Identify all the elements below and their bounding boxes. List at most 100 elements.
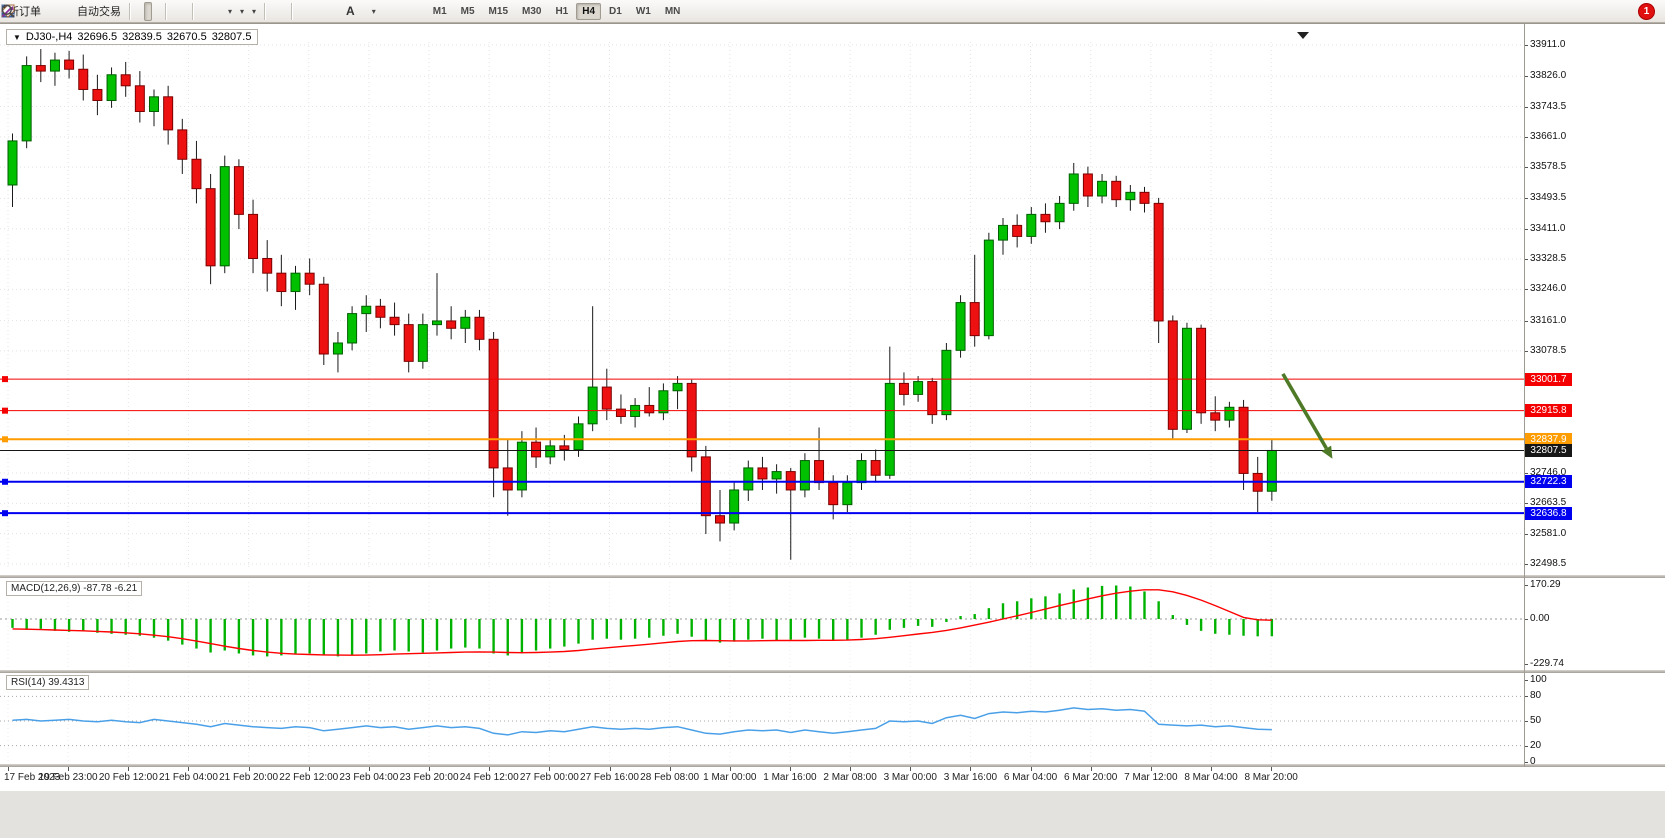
low-value: 32670.5: [166, 31, 207, 43]
vertical-line-tool-button[interactable]: [7, 2, 305, 21]
time-axis-tick: [8, 767, 9, 771]
time-axis-label: 2 Mar 08:00: [823, 772, 877, 783]
rsi-axis-label: 0: [1530, 756, 1536, 767]
rsi-axis-tick: [1524, 721, 1528, 722]
timeframe-button-m30[interactable]: M30: [522, 5, 542, 17]
price-level-badge: 33001.7: [1525, 372, 1572, 386]
price-axis-tick-label: 32746.0: [1530, 467, 1567, 479]
toolbar-right-group: 1: [1, 2, 1661, 21]
zoom-in-button[interactable]: [1, 2, 179, 21]
zoom-out-button[interactable]: [1, 2, 188, 21]
line-handle[interactable]: [2, 478, 8, 485]
text-tool-button[interactable]: A: [342, 2, 359, 21]
line-handle[interactable]: [2, 510, 8, 517]
panel-divider[interactable]: [0, 764, 1665, 767]
rsi-line: [12, 707, 1272, 736]
rsi-axis-label: 20: [1530, 739, 1542, 751]
time-axis-label: 1 Mar 16:00: [763, 772, 817, 783]
arrows-tool-button[interactable]: ▾: [2, 2, 380, 21]
alerts-button[interactable]: [1, 2, 54, 21]
crosshair-tool-button[interactable]: [1, 2, 287, 21]
timeframe-button-w1[interactable]: W1: [635, 5, 651, 17]
fibonacci-tool-button[interactable]: [1, 2, 341, 21]
timeframe-button-d1[interactable]: D1: [609, 5, 622, 17]
rsi-canvas[interactable]: [0, 674, 1524, 764]
time-axis-tick: [1030, 767, 1032, 771]
chart-shift-marker-icon[interactable]: [1297, 32, 1309, 39]
trendline-tool-button[interactable]: [1, 2, 323, 21]
label-tool-button[interactable]: [1, 2, 368, 21]
time-axis-tick: [248, 767, 250, 771]
macd-histogram: [11, 585, 1274, 657]
candlestick-mode-button[interactable]: [2, 1, 152, 21]
price-level-badge: 32837.9: [1525, 432, 1572, 446]
symbol-info-box[interactable]: ▼ DJ30-,H4 32696.5 32839.5 32670.5 32807…: [6, 29, 259, 45]
time-axis-tick: [128, 767, 130, 771]
tile-windows-button[interactable]: [2, 2, 206, 21]
price-level-badge: 32915.8: [1525, 404, 1572, 418]
cursor-tool-button[interactable]: [4, 2, 278, 21]
time-axis-label: 24 Feb 12:00: [459, 772, 519, 783]
support-button[interactable]: [2, 2, 72, 21]
time-axis-tick: [970, 767, 972, 771]
price-axis-tick-label: 33661.0: [1530, 130, 1567, 142]
trend-arrow-annotation[interactable]: [1281, 372, 1328, 450]
horizontal-line-tool-button[interactable]: [1, 2, 314, 21]
trend-arrow-head: [1321, 445, 1333, 459]
line-handle[interactable]: [2, 436, 8, 443]
price-level-badge: 32636.8: [1525, 506, 1572, 520]
toolbar-separator: [129, 2, 131, 20]
timeframe-button-h4[interactable]: H4: [576, 2, 602, 20]
timeframe-button-m1[interactable]: M1: [432, 5, 447, 17]
macd-axis-tick: [1524, 619, 1528, 620]
timeframe-button-m5[interactable]: M5: [460, 5, 475, 17]
auto-trading-button[interactable]: 自动交易: [4, 2, 125, 21]
price-axis-tick: [1524, 289, 1528, 291]
time-axis-tick: [850, 767, 852, 771]
bar-chart-mode-button[interactable]: [2, 2, 143, 21]
periods-button[interactable]: ▾: [1, 2, 248, 21]
price-axis-tick: [1524, 45, 1528, 46]
time-axis-tick: [729, 767, 731, 771]
search-button[interactable]: [1, 2, 1632, 21]
time-axis-tick: [368, 767, 370, 771]
rsi-label: RSI(14) 39.4313: [6, 675, 90, 690]
timeframe-button-mn[interactable]: MN: [664, 5, 681, 17]
price-axis-tick: [1524, 198, 1528, 200]
toolbar-separator: [291, 2, 294, 20]
accounts-button[interactable]: [2, 2, 63, 21]
timeframe-button-m15[interactable]: M15: [488, 5, 508, 17]
price-axis-tick-label: 32663.5: [1530, 497, 1567, 509]
dropdown-caret-icon: ▾: [240, 6, 245, 16]
line-handle[interactable]: [2, 407, 8, 414]
line-handle[interactable]: [2, 376, 8, 383]
panel-divider[interactable]: [0, 575, 1665, 578]
timeframe-button-h1[interactable]: H1: [555, 5, 569, 17]
macd-axis-label: 170.29: [1530, 579, 1561, 591]
price-axis-tick-label: 33826.0: [1530, 70, 1567, 82]
macd-canvas[interactable]: [0, 580, 1524, 670]
price-level-badge: 32807.5: [1525, 443, 1572, 457]
toolbar-separator: [165, 2, 167, 20]
panel-divider[interactable]: [0, 670, 1665, 673]
high-value: 32839.5: [122, 31, 162, 43]
chart-dropdown-icon: ▼: [13, 32, 21, 42]
main-chart-canvas[interactable]: [0, 28, 1524, 577]
price-axis-tick: [1524, 136, 1528, 138]
tile-horizontal-button[interactable]: [1, 2, 224, 21]
dropdown-caret-icon: ▾: [252, 6, 257, 16]
notification-badge[interactable]: 1: [1638, 2, 1655, 20]
rsi-axis-tick: [1524, 745, 1528, 747]
time-axis-label: 6 Mar 20:00: [1064, 772, 1118, 783]
rsi-axis-tick: [1524, 696, 1528, 698]
cascade-windows-button[interactable]: [1, 2, 215, 21]
indicators-button[interactable]: ▾: [2, 2, 236, 21]
price-axis-tick-label: 33743.5: [1530, 100, 1567, 112]
price-axis-tick: [1524, 563, 1528, 565]
time-axis-label: 1 Mar 00:00: [703, 772, 757, 783]
line-chart-mode-button[interactable]: [1, 2, 161, 21]
templates-button[interactable]: ▾: [1, 2, 260, 21]
channel-tool-button[interactable]: [1, 2, 332, 21]
price-axis-tick-label: 33161.0: [1530, 314, 1567, 326]
candles-layer: [7, 49, 1277, 560]
